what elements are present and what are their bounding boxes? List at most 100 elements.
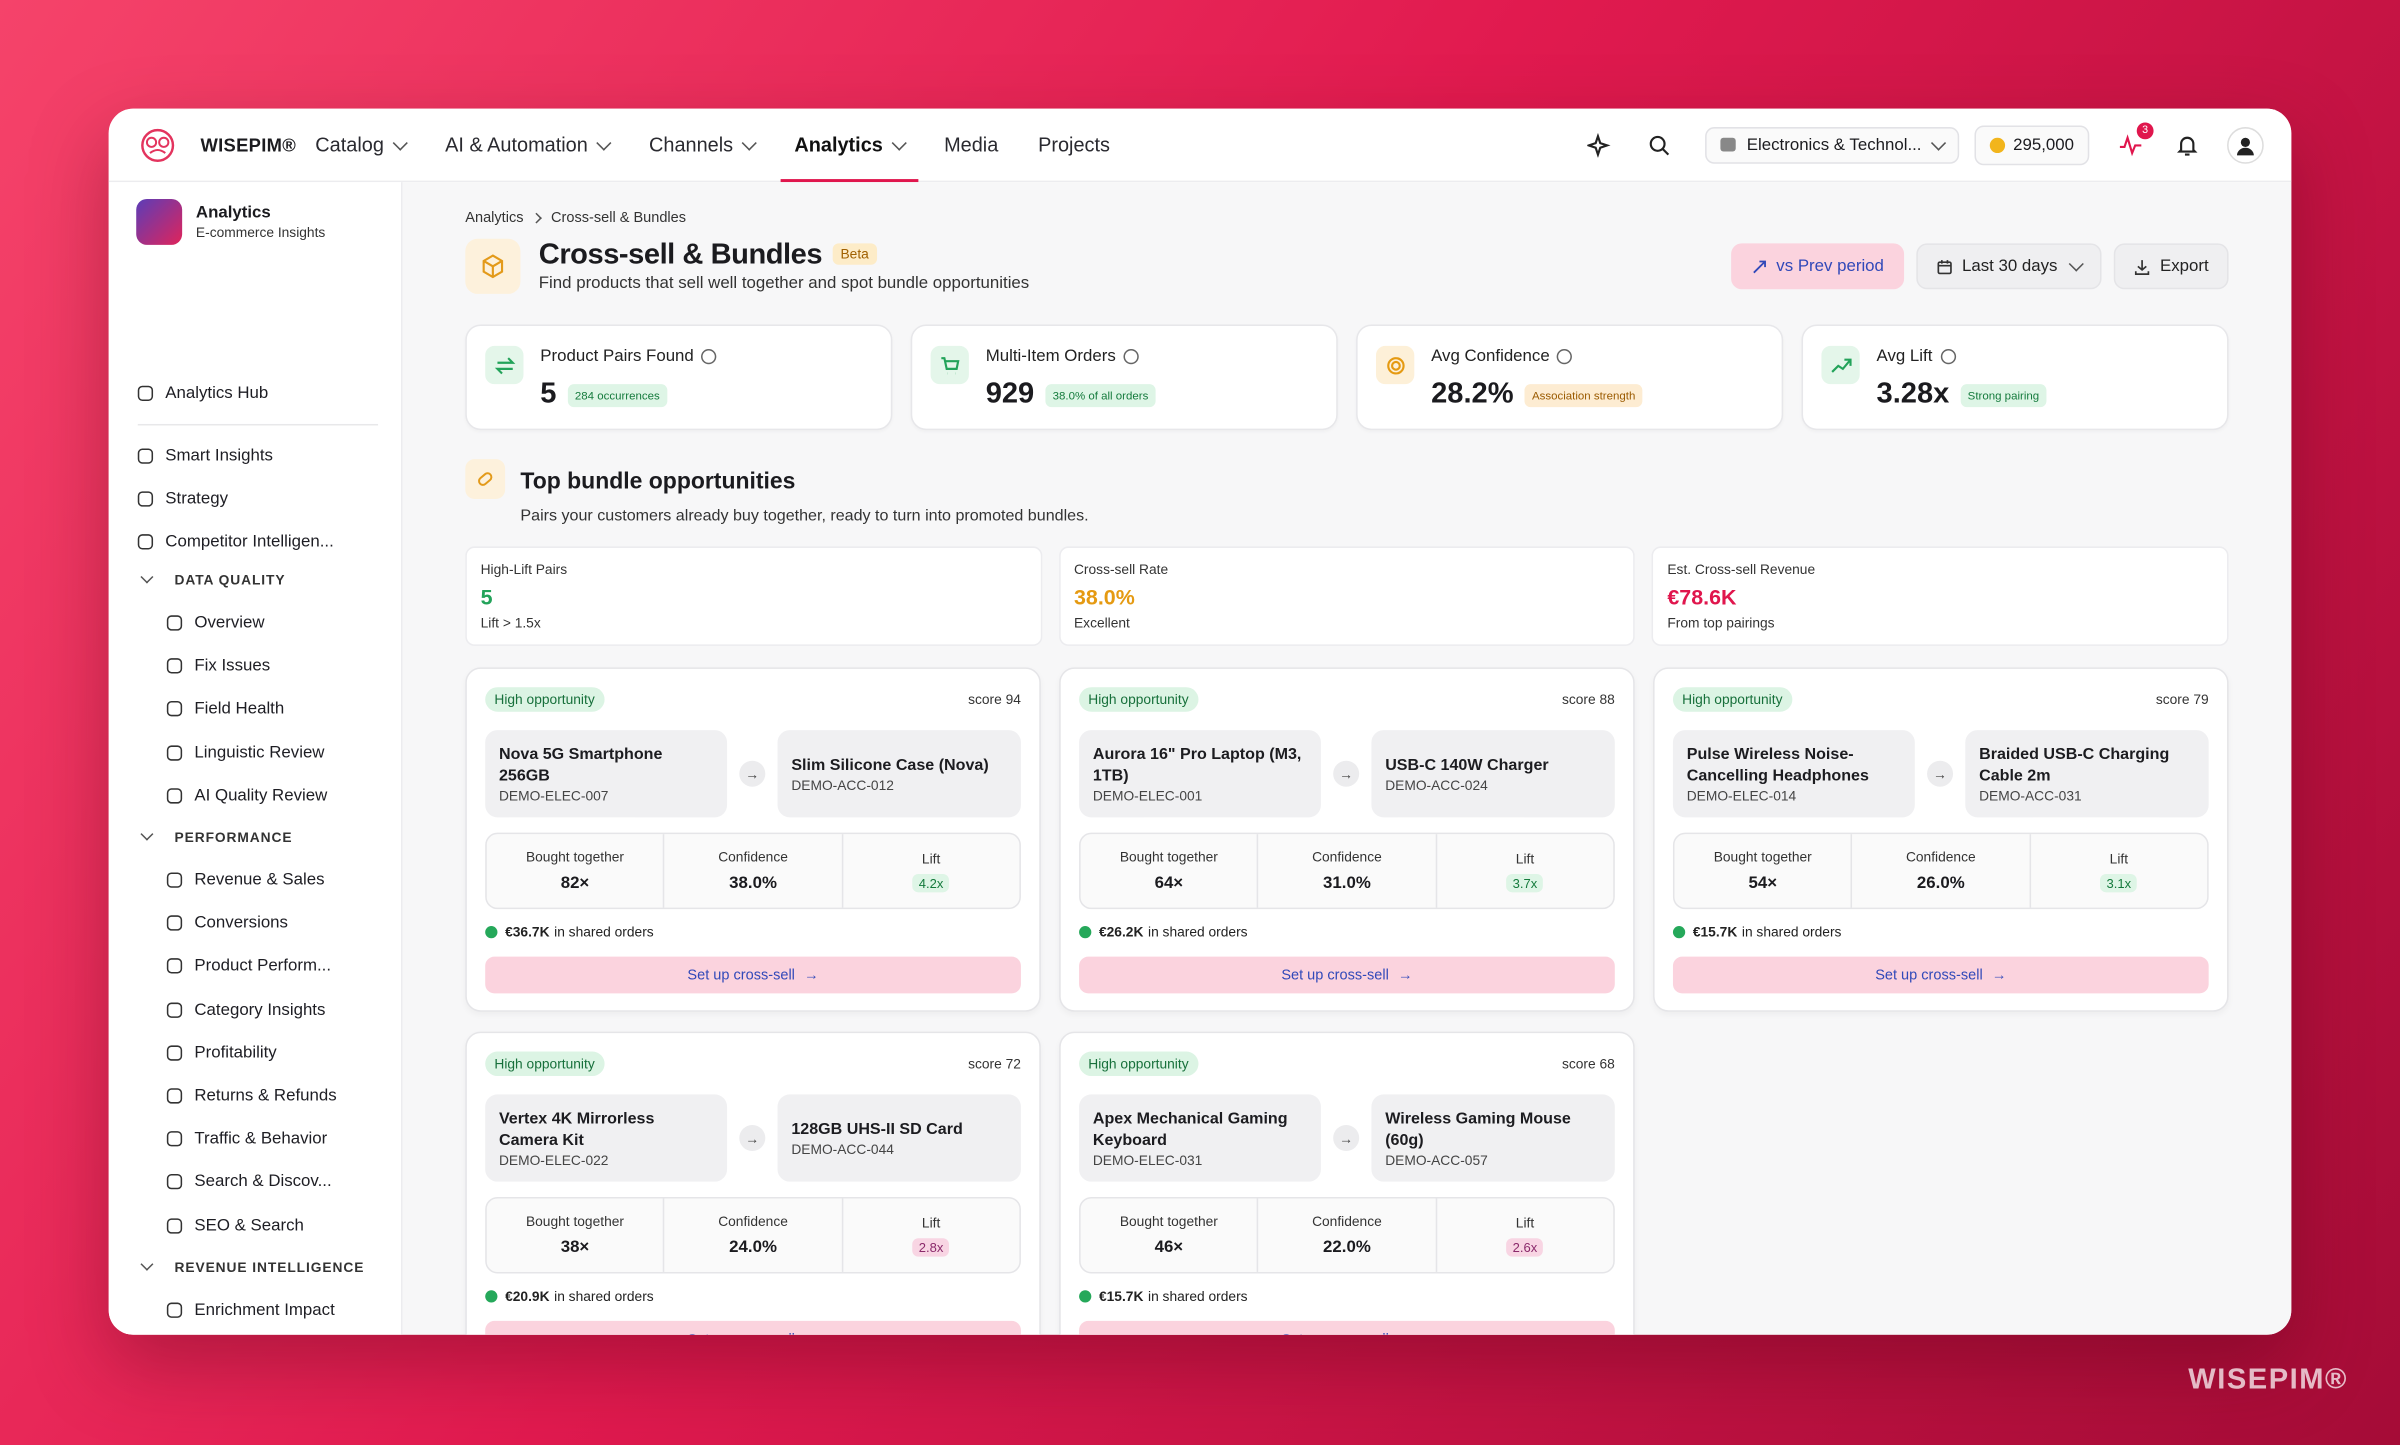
kpi-value-row: 929 38.0% of all orders xyxy=(986,378,1156,412)
summary-label: Est. Cross-sell Revenue xyxy=(1667,561,1816,578)
action-button[interactable]: Last 30 days xyxy=(1916,243,2102,290)
sidebar-item[interactable]: Product Perform... xyxy=(166,956,331,977)
credits[interactable]: 295,000 xyxy=(1974,124,2090,165)
product-pair: Aurora 16" Pro Laptop (M3, 1TB) DEMO-ELEC… xyxy=(1079,730,1615,818)
opportunity-badge: High opportunity xyxy=(1079,687,1198,712)
sidebar-item[interactable]: Category Insights xyxy=(166,999,325,1020)
kpi-icon xyxy=(1821,345,1860,385)
sidebar-item[interactable]: AI Quality Review xyxy=(166,785,327,806)
score: score 72 xyxy=(968,1056,1021,1072)
sidebar-label: Revenue & Sales xyxy=(194,870,325,890)
alert-count: 3 xyxy=(2136,121,2154,139)
nav-item[interactable]: Channels xyxy=(635,109,768,181)
pair-arrow: → xyxy=(1333,760,1360,787)
cta-button[interactable]: Set up cross-sell → xyxy=(1079,1320,1615,1335)
nav-item[interactable]: AI & Automation xyxy=(431,109,623,181)
stat: Confidence 31.0% xyxy=(1259,834,1437,908)
stat-label: Confidence xyxy=(718,849,788,865)
activity[interactable]: 3 xyxy=(2117,121,2154,159)
sidebar-item[interactable]: Linguistic Review xyxy=(166,742,324,763)
sidebar-header: Analytics E-commerce Insights xyxy=(136,198,325,245)
breadcrumb: Analytics Cross-sell & Bundles xyxy=(465,208,2228,226)
stat-label: Bought together xyxy=(1713,849,1812,865)
revenue: €20.9K in shared orders xyxy=(485,1289,1021,1304)
stats: Bought together 38× Confidence 24.0% Lift 2.8… xyxy=(485,1196,1021,1274)
cta-button[interactable]: Set up cross-sell → xyxy=(1079,956,1615,994)
sidebar-item[interactable]: Profitability xyxy=(166,1042,277,1063)
stat-label: Lift xyxy=(921,1214,941,1230)
stat: Lift 2.6x xyxy=(1437,1198,1614,1271)
sidebar-item[interactable]: Overview xyxy=(166,612,265,633)
sidebar-item[interactable]: Search & Discov... xyxy=(166,1172,332,1193)
kpi-note: 38.0% of all orders xyxy=(1044,383,1156,407)
product-name: Slim Silicone Case (Nova) xyxy=(791,756,989,775)
sidebar-item[interactable]: Field Health xyxy=(166,699,284,720)
product-name: Apex Mechanical Gaming Keyboard xyxy=(1092,1109,1288,1150)
title-text: Cross-sell & Bundles xyxy=(538,238,823,271)
sidebar-item[interactable]: Conversions xyxy=(166,913,288,934)
stat: Lift 3.1x xyxy=(2031,834,2208,907)
workspace-select[interactable]: Electronics & Technol... xyxy=(1705,126,1960,164)
sidebar-item[interactable]: Strategy xyxy=(137,488,228,509)
cta-button[interactable]: Set up cross-sell → xyxy=(1672,956,2209,994)
chevron xyxy=(1931,134,1947,150)
cta-button[interactable]: Set up cross-sell → xyxy=(485,956,1021,994)
sidebar-item[interactable]: Fix Issues xyxy=(166,655,270,676)
section-icon xyxy=(465,459,506,499)
content: Analytics Cross-sell & Bundles Cross-sell… xyxy=(402,182,2292,1335)
sidebar-icon xyxy=(166,615,183,631)
sidebar-item[interactable]: Smart Insights xyxy=(137,445,273,466)
action-button[interactable]: Export xyxy=(2114,243,2229,290)
stat-label: Lift xyxy=(921,850,941,866)
kpi-card: Product Pairs Found 5 284 occurrences xyxy=(465,324,893,431)
stat-value: 54× xyxy=(1748,873,1778,893)
cta-label: Set up cross-sell xyxy=(687,966,795,984)
revenue-icon xyxy=(485,926,498,939)
stat-value: 64× xyxy=(1154,873,1184,893)
ai-button[interactable] xyxy=(1586,131,1614,159)
chevron xyxy=(140,1257,154,1271)
stat-label: Confidence xyxy=(1312,1213,1382,1230)
sidebar-title-block: Analytics E-commerce Insights xyxy=(196,204,325,241)
notifications[interactable] xyxy=(2173,131,2201,159)
sidebar-item[interactable]: SEO & Search xyxy=(166,1215,304,1236)
sidebar-item[interactable]: Revenue & Sales xyxy=(166,869,325,890)
kpi-card: Avg Lift 3.28x Strong pairing xyxy=(1801,324,2229,431)
stats: Bought together 64× Confidence 31.0% Lift 3.7… xyxy=(1079,832,1615,910)
sidebar-item[interactable]: Analytics Hub xyxy=(137,383,268,404)
info-icon xyxy=(1123,348,1139,365)
kpi-label: Avg Confidence xyxy=(1431,347,1573,366)
stat-value: 82× xyxy=(560,873,590,893)
sidebar-title: Analytics xyxy=(195,203,271,222)
sidebar-icon xyxy=(137,385,154,402)
revenue-icon xyxy=(1672,926,1686,939)
sidebar-group[interactable]: PERFORMANCE xyxy=(139,827,292,845)
nav-item[interactable]: Catalog xyxy=(302,109,420,181)
nav-item[interactable]: Projects xyxy=(1024,109,1123,181)
crumb[interactable]: Analytics xyxy=(465,208,524,226)
sidebar-item[interactable]: Returns & Refunds xyxy=(166,1085,337,1106)
revenue-icon xyxy=(1079,1290,1092,1303)
crumb-sep xyxy=(531,211,542,223)
sidebar-label: Search & Discov... xyxy=(194,1173,332,1192)
sidebar-item[interactable]: Traffic & Behavior xyxy=(166,1128,327,1149)
action-button[interactable]: vs Prev period xyxy=(1730,243,1904,290)
sidebar-divider xyxy=(137,423,379,426)
nav-item[interactable]: Media xyxy=(930,109,1012,181)
nav-item[interactable]: Analytics xyxy=(780,109,918,183)
kpi-icon xyxy=(1376,345,1415,385)
sidebar-label: Smart Insights xyxy=(165,446,273,466)
cta-button[interactable]: Set up cross-sell → xyxy=(485,1320,1021,1335)
stat: Confidence 22.0% xyxy=(1259,1198,1437,1272)
kpi-value: 929 xyxy=(985,378,1035,411)
revenue: €36.7K in shared orders xyxy=(485,924,1021,940)
sidebar-item[interactable]: Competitor Intelligen... xyxy=(137,531,334,552)
product: Vertex 4K Mirrorless Camera Kit DEMO-ELEC… xyxy=(485,1094,728,1182)
stat-label: Bought together xyxy=(525,849,625,865)
avatar[interactable] xyxy=(2227,126,2264,164)
sidebar-group[interactable]: DATA QUALITY xyxy=(139,570,285,588)
sidebar-group[interactable]: REVENUE INTELLIGENCE xyxy=(139,1257,364,1275)
search-button[interactable] xyxy=(1646,131,1674,159)
product-pair: Pulse Wireless Noise-Cancelling Headphon… xyxy=(1672,730,2209,818)
kpi-value: 28.2% xyxy=(1431,378,1514,411)
